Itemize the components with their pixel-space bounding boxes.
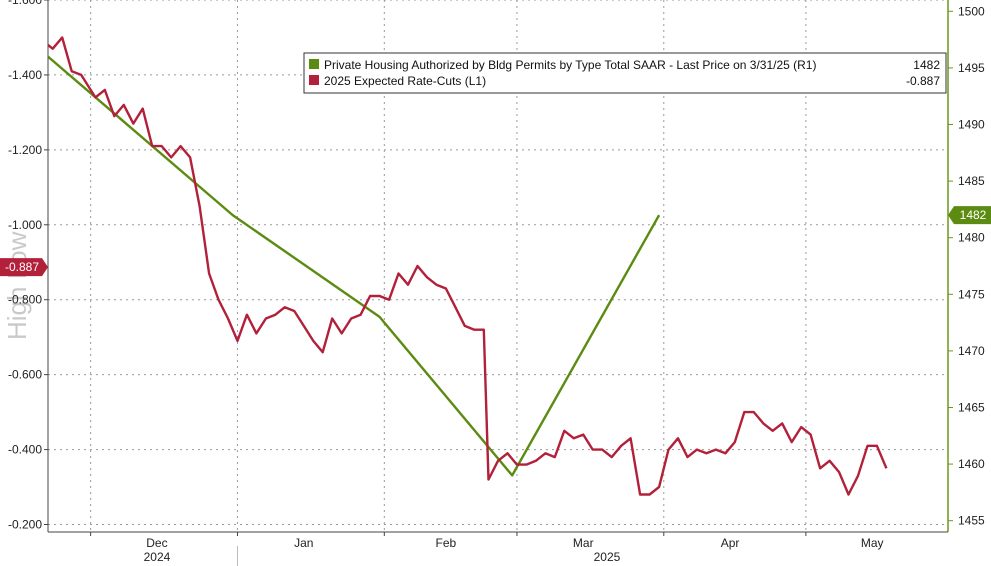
left-last-value-text: -0.887 (5, 260, 39, 274)
legend-swatch (309, 75, 319, 85)
right-tick-label: 1495 (958, 61, 985, 75)
left-tick-label: -0.200 (8, 518, 42, 532)
left-tick-label: -0.600 (8, 368, 42, 382)
right-tick-label: 1480 (958, 231, 985, 245)
rate-cuts-line (47, 36, 888, 496)
housing-permits-line (47, 55, 661, 477)
right-last-value-badge (948, 206, 991, 225)
right-tick-label: 1470 (958, 344, 985, 358)
x-tick-label: Jan (294, 536, 313, 550)
left-tick-label: -0.400 (8, 443, 42, 457)
right-tick-label: 1490 (958, 118, 985, 132)
left-tick-label: -1.600 (8, 0, 42, 7)
left-tick-label: -1.200 (8, 143, 42, 157)
right-tick-label: 1455 (958, 514, 985, 528)
x-tick-label: May (861, 536, 884, 550)
right-tick-label: 1500 (958, 4, 985, 18)
x-tick-label: Mar (573, 536, 594, 550)
x-tick-label: Feb (436, 536, 457, 550)
legend-value: -0.887 (906, 74, 940, 88)
right-tick-label: 1460 (958, 457, 985, 471)
last-value-badges: -0.887 1482 (0, 206, 991, 277)
left-tick-label: -0.800 (8, 293, 42, 307)
right-tick-label: 1485 (958, 174, 985, 188)
series-layer (47, 36, 888, 496)
x-tick-label: Apr (721, 536, 740, 550)
left-tick-label: -1.000 (8, 218, 42, 232)
legend-label: 2025 Expected Rate-Cuts (L1) (324, 74, 486, 88)
legend: Private Housing Authorized by Bldg Permi… (303, 52, 947, 94)
x-year-label: 2025 (594, 550, 621, 564)
left-last-value-badge (0, 258, 48, 277)
legend-swatch (309, 59, 319, 69)
x-tick-label: Dec (146, 536, 167, 550)
legend-value: 1482 (913, 58, 940, 72)
right-tick-label: 1465 (958, 400, 985, 414)
x-year-label: 2024 (144, 550, 171, 564)
right-tick-label: 1475 (958, 287, 985, 301)
watermark: High Low (2, 231, 32, 340)
axes: -1.600 -1.400 -1.200 -1.000 -0.800 -0.600 -0.4… (8, 0, 985, 566)
grid-lines (48, 0, 948, 532)
right-last-value-text: 1482 (960, 208, 987, 222)
legend-label: Private Housing Authorized by Bldg Permi… (324, 58, 816, 72)
left-tick-label: -1.400 (8, 68, 42, 82)
legend-box (303, 52, 947, 94)
